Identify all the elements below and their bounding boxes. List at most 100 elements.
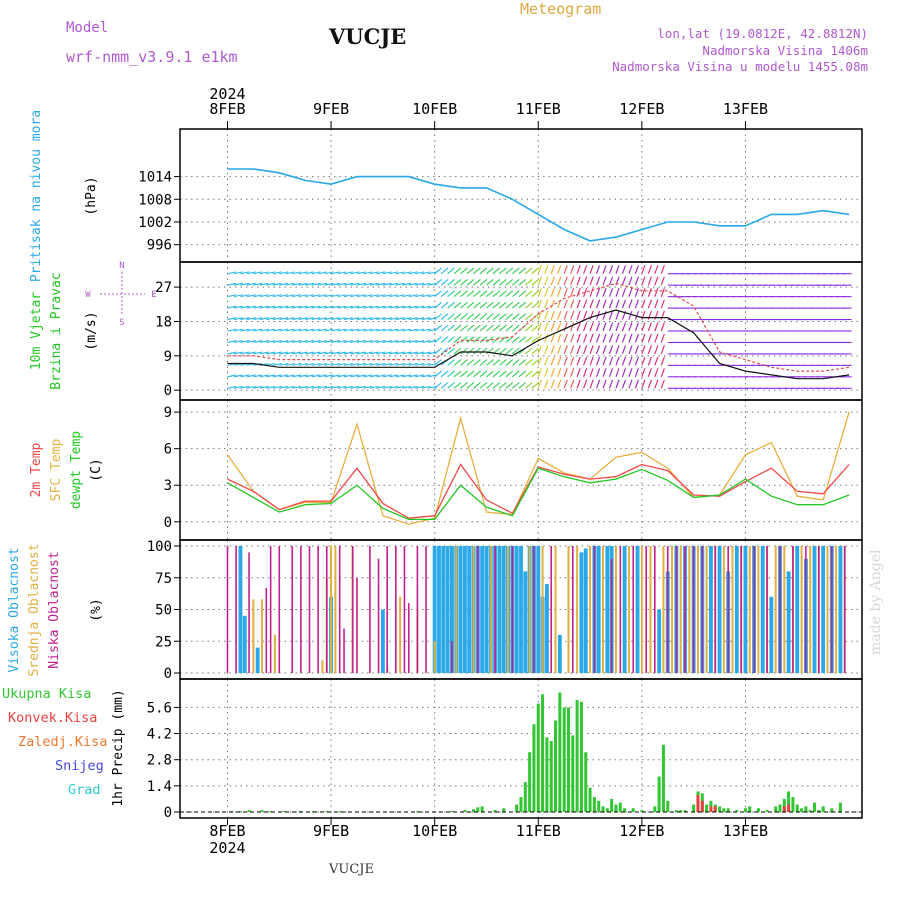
wind-arrow xyxy=(382,294,392,298)
wind-arrow xyxy=(227,282,237,286)
precip-bar-precip_total xyxy=(472,809,476,812)
wind-arrow xyxy=(343,385,353,389)
wind-arrow xyxy=(389,351,399,355)
y-tick-label: 1002 xyxy=(138,215,172,231)
wind-arrow xyxy=(389,328,399,332)
wind-arrow xyxy=(246,294,256,298)
precip-bar-precip_total xyxy=(743,808,747,812)
wind-arrow xyxy=(266,374,276,378)
wind-arrow xyxy=(544,356,549,366)
wind-arrow xyxy=(537,265,542,274)
compass-south: S xyxy=(119,318,124,328)
wind-arrow xyxy=(246,317,256,321)
cloud-bar-cloud_low xyxy=(610,558,613,673)
precip-bar-precip_total xyxy=(575,699,579,812)
wind-arrow xyxy=(460,267,468,275)
wind-arrow xyxy=(641,368,646,378)
cloud-bar-cloud_low xyxy=(477,546,479,673)
cloud-bar-cloud_mid xyxy=(507,546,510,673)
wind-arrow xyxy=(253,351,263,355)
cloud-bar-cloud_mid xyxy=(757,546,760,673)
wind-arrow xyxy=(615,299,620,309)
wind-arrow xyxy=(570,310,575,320)
wind-arrow xyxy=(421,317,431,321)
wind-arrow xyxy=(311,282,321,286)
wind-arrow xyxy=(382,271,392,275)
wind-arrow xyxy=(311,385,321,389)
wind-arrow xyxy=(531,347,540,355)
cloud-bar-cloud_low xyxy=(593,546,596,673)
precip-bar-precip_total xyxy=(541,694,545,812)
wind-arrow xyxy=(602,379,607,389)
precip-bar-precip_total xyxy=(692,804,696,812)
wind-arrow xyxy=(318,282,328,286)
wind-arrow xyxy=(318,271,328,275)
cloud-bar-cloud_high xyxy=(462,546,467,673)
precip-bar-precip_total xyxy=(817,810,821,812)
wind-arrow xyxy=(557,345,562,355)
cloud-bar-cloud_mid xyxy=(541,546,544,673)
wind-arrow xyxy=(233,271,243,275)
wind-arrow xyxy=(350,374,360,378)
wind-arrow xyxy=(382,328,392,332)
pressure-axis-label: Pritisak na nivou mora xyxy=(29,110,44,282)
wind-arrow xyxy=(233,317,243,321)
wind-arrow xyxy=(292,385,302,389)
wind-arrow xyxy=(499,324,507,332)
precip-bar-precip_total xyxy=(735,810,739,812)
precip-bar-precip_total xyxy=(282,811,286,812)
wind-arrow xyxy=(408,271,418,275)
wind-arrow xyxy=(350,362,360,366)
wind-arrow xyxy=(343,351,353,355)
wind-arrow xyxy=(311,362,321,366)
wind-arrow xyxy=(389,340,399,343)
wind-arrow xyxy=(343,305,353,309)
wind-arrow xyxy=(395,317,405,321)
cloud-bar-cloud_mid xyxy=(602,546,605,673)
wind-arrow xyxy=(466,267,475,275)
wind-arrow xyxy=(318,374,328,378)
cloud-bar-cloud_low xyxy=(654,546,656,673)
wind-arrow xyxy=(602,310,607,320)
wind-arrow xyxy=(460,336,468,343)
cloud-bar-cloud_high xyxy=(812,546,817,673)
wind-arrow xyxy=(634,299,639,309)
wind-arrow xyxy=(343,271,353,275)
wind-arrow xyxy=(376,351,386,355)
wind-arrow xyxy=(408,317,418,321)
precip-bar-precip_total xyxy=(566,707,570,812)
wind-arrow xyxy=(415,328,425,332)
precip-bar-precip_total xyxy=(808,810,812,812)
wind-arrow xyxy=(298,305,308,309)
precip-bar-precip_total xyxy=(584,752,588,812)
precip-bar-precip_total xyxy=(795,804,799,812)
wind-arrow xyxy=(402,385,412,389)
wind-arrow xyxy=(634,345,639,355)
wind-arrow xyxy=(324,294,334,298)
y-tick-label: 50 xyxy=(155,603,172,619)
cloud-bar-cloud_low xyxy=(830,546,833,673)
wind-arrow xyxy=(537,322,542,332)
precip-bar-precip_total xyxy=(238,811,242,812)
wind-arrow xyxy=(621,322,627,332)
precip-bar-precip_total xyxy=(782,798,786,812)
wind-arrow xyxy=(434,347,442,355)
wind-arrow xyxy=(318,351,328,355)
wind-arrow xyxy=(537,356,542,366)
wind-arrow xyxy=(285,294,295,298)
station-elevation: Nadmorska Visina 1406m xyxy=(702,43,868,58)
precip-bar-precip_total xyxy=(778,804,782,812)
wind-arrow xyxy=(376,362,386,366)
x-tick-label-top: 10FEB xyxy=(412,100,457,118)
wind-arrow xyxy=(259,351,269,355)
wind-arrow xyxy=(298,362,308,366)
wind-arrow xyxy=(382,385,392,389)
wind-arrow xyxy=(305,385,315,389)
wind-arrow xyxy=(570,299,575,309)
wind-arrow xyxy=(415,374,425,378)
precip-bar-precip_total xyxy=(718,806,722,812)
wind-arrow xyxy=(324,340,334,343)
wind-arrow xyxy=(246,305,256,309)
wind-arrow xyxy=(473,278,481,286)
cloud-bar-cloud_mid xyxy=(696,546,699,673)
